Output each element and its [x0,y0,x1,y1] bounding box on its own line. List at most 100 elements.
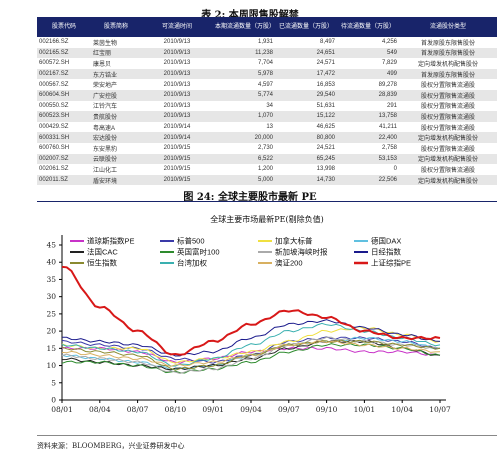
header-time: 可流通时间 [141,17,213,37]
source-note: 资料来源：BLOOMBERG，兴业证券研发中心 [37,442,185,450]
x-tick-label: 10/07 [429,405,451,414]
cell-pending: 28,839 [337,89,399,101]
cell-circulated: 14,730 [275,174,337,186]
cell-current: 1,931 [257,39,273,46]
cell-pending: 13,758 [337,111,399,122]
cell-current: 1,200 [257,166,273,173]
cell-name: 莱茵生物 [93,40,118,47]
cell-pending: 0 [393,166,397,173]
cell-circulated: 24,651 [275,47,337,59]
x-tick-label: 08/10 [165,405,187,414]
y-tick-label: 35 [46,275,56,284]
cell-name: 宏达股份 [91,132,141,143]
legend-label: 新加坡海峡时报 [275,247,328,257]
chart-axes: 0 5 10 15 20 25 30 35 40 45 08/01 08/04 08/07 08/10 09… [46,235,451,414]
cell-time: 2010/9/14 [141,132,213,143]
cell-code: 002007.SZ [37,153,91,165]
series-line [61,265,441,356]
cell-type: 定向增发机构配售股份 [399,174,497,186]
cell-code: 600572.SH [39,60,70,67]
cell-time: 2010/9/13 [163,81,191,88]
cell-code: 002167.SZ [37,68,91,80]
header-pending: 待流通数量（万股） [337,17,399,37]
cell-type: 定向增发机构配售股份 [399,153,497,165]
cell-name: 红宝丽 [91,47,141,59]
cell-time: 2010/9/13 [163,39,191,46]
cell-time: 2010/9/13 [163,60,191,67]
cell-circulated: 24,571 [316,60,335,67]
cell-code: 002166.SZ [39,39,69,46]
cell-pending: 53,153 [337,153,399,165]
table-row: 600523.SH 贵航股份 2010/9/13 1,070 15,122 13,758 股… [37,111,497,122]
y-tick-label: 5 [51,378,56,387]
y-tick-label: 10 [46,361,56,370]
table-header-row: 股票代码 股票简称 可流通时间 本期流通数量（万股） 已流通数量（万股） 待流通… [37,17,497,37]
x-tick-label: 09/10 [316,405,338,414]
cell-current: 20,000 [213,132,275,143]
chart-legend: 道琼斯指数PE 标普500 加拿大标普 德国DAX 法国CAC 英国富时100 新加坡海峡时… [70,236,411,268]
cell-name: 康恩贝 [93,61,112,68]
y-tick-label: 25 [46,309,56,318]
y-tick-label: 0 [51,396,56,405]
cell-name: 江山化工 [93,167,118,174]
table-row: 600760.SH 东安黑豹 2010/9/15 2,730 24,521 2,758 股权… [37,143,497,154]
table-row: 002061.SZ 江山化工 2010/9/15 1,200 13,998 0 股权分置限售… [37,164,497,175]
cell-name: 广安控股 [91,89,141,101]
cell-circulated: 65,245 [275,153,337,165]
table-row: 000567.SZ 荣安地产 2010/9/13 4,597 16,853 89,278 股… [37,79,497,90]
cell-circulated: 29,540 [275,89,337,101]
legend-label: 加拿大标普 [275,236,313,246]
cell-time: 2010/9/13 [141,111,213,122]
cell-name: 粤高速A [93,125,116,132]
header-circulated: 已流通数量（万股） [275,17,337,37]
cell-type: 股权分置限售流通股 [420,167,475,174]
cell-current: 7,704 [257,60,273,67]
table-row: 600604.SH 广安控股 2010/9/13 5,774 29,540 28,839 股… [37,89,497,101]
cell-name: 东方锆业 [91,68,141,80]
legend-label: 德国DAX [371,236,401,246]
table-row: 600331.SH 宏达股份 2010/9/14 20,000 80,800 22,400… [37,132,497,143]
cell-type: 定向增发机构配售股份 [417,61,478,68]
cell-pending: 7,829 [381,60,397,67]
cell-current: 5,774 [213,89,275,101]
cell-time: 2010/9/13 [141,89,213,101]
cell-type: 定向增发机构配售股份 [399,132,497,143]
cell-pending: 22,400 [337,132,399,143]
table-row: 000429.SZ 粤高速A 2010/9/14 13 46,625 41,211 股权分置… [37,122,497,133]
cell-current: 1,070 [213,111,275,122]
cell-pending: 499 [337,68,399,80]
cell-time: 2010/9/15 [163,145,191,152]
x-tick-label: 09/01 [202,405,224,414]
cell-name: 云联股份 [91,153,141,165]
cell-type: 股权分置限售流通股 [420,104,475,111]
table-row: 002165.SZ 红宝丽 2010/9/13 11,238 24,651 549 首发原股… [37,47,497,59]
cell-code: 600523.SH [37,111,91,122]
figure-rule [37,201,497,202]
cell-code: 000429.SZ [39,124,69,131]
y-tick-label: 45 [46,241,56,250]
x-tick-label: 10/01 [354,405,376,414]
cell-time: 2010/9/15 [141,174,213,186]
cell-time: 2010/9/15 [141,153,213,165]
cell-name: 盾安环境 [91,174,141,186]
cell-name: 东安黑豹 [93,146,118,153]
cell-current: 34 [266,102,273,109]
cell-code: 600604.SH [37,89,91,101]
legend-label: 英国富时100 [177,247,220,257]
source-rule [37,435,497,436]
x-tick-label: 09/04 [240,405,262,414]
table-title: 表 2: 本周限售股解禁 [201,10,299,21]
cell-current: 13 [266,124,273,131]
legend-label: 标普500 [177,236,205,246]
cell-current: 4,597 [257,81,273,88]
cell-pending: 549 [337,47,399,59]
cell-current: 2,730 [257,145,273,152]
cell-pending: 41,211 [379,124,397,131]
series-line [61,340,441,367]
x-tick-label: 08/01 [51,405,73,414]
cell-name: 贵航股份 [91,111,141,122]
cell-circulated: 17,472 [275,68,337,80]
header-name: 股票简称 [91,17,141,37]
cell-type: 股权分置限售流通股 [420,83,475,90]
cell-type: 首发原股东限售股份 [399,68,497,80]
